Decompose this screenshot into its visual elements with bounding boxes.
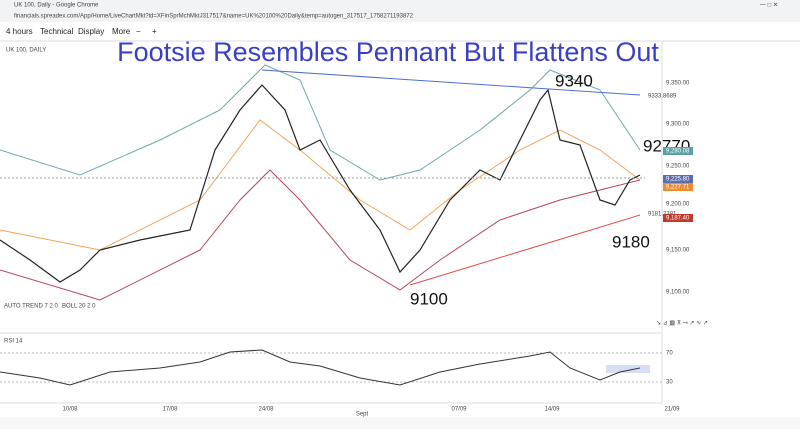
technical-menu[interactable]: Technical bbox=[40, 27, 74, 36]
annotation: 9100 bbox=[410, 289, 448, 308]
price-line bbox=[0, 84, 641, 283]
rsi-level-label: 70 bbox=[666, 351, 673, 357]
price-label: 9,227.71 bbox=[666, 185, 690, 191]
toolbar bbox=[0, 24, 800, 40]
url[interactable]: financials.spreadex.com/App/Home/LiveCha… bbox=[14, 14, 414, 20]
upper-band bbox=[0, 64, 641, 181]
price-chart bbox=[0, 64, 645, 301]
annotation: 9180 bbox=[612, 232, 650, 251]
date-label: 24/08 bbox=[258, 407, 274, 413]
date-label: 14/09 bbox=[544, 407, 560, 413]
display-menu[interactable]: Display bbox=[78, 27, 104, 36]
price-tag bbox=[663, 147, 693, 155]
date-label: 07/09 bbox=[451, 407, 467, 413]
indicator: AUTO TREND 7 2 0 bbox=[4, 304, 58, 310]
timeframe-menu[interactable]: 4 hours bbox=[6, 27, 33, 36]
middle-band bbox=[0, 119, 641, 251]
lower-band bbox=[0, 169, 641, 301]
axis-label: 9,300.00 bbox=[666, 122, 690, 128]
annotation: 9340 bbox=[555, 71, 593, 90]
more-menu[interactable]: More bbox=[112, 27, 131, 36]
rsi-line bbox=[0, 349, 641, 386]
axis-label: 9,250.00 bbox=[666, 164, 690, 170]
drawing-tools[interactable]: ↘ ⊿ ▦ ⊼ ⊸ ↗ ∿ ↗ bbox=[656, 320, 708, 327]
date-label: 10/08 bbox=[62, 407, 78, 413]
zoom-in[interactable]: + bbox=[152, 27, 157, 36]
rsi-level-label: 30 bbox=[666, 380, 673, 386]
browser-bar bbox=[0, 0, 800, 22]
price-label: 9,280.08 bbox=[666, 149, 690, 155]
window-controls[interactable]: — □ ✕ bbox=[760, 3, 778, 9]
support-line bbox=[409, 214, 641, 286]
rsi-label: RSI 14 bbox=[4, 339, 23, 345]
price-label: 9333.8689 bbox=[648, 94, 677, 100]
date-label: 17/08 bbox=[162, 407, 178, 413]
chart-label: UK 100, DAILY bbox=[6, 48, 46, 54]
window-title: UK 100, Daily - Google Chrome bbox=[14, 3, 99, 9]
event-strip bbox=[0, 417, 800, 429]
indicator: BOLL 20 2 0 bbox=[62, 304, 96, 310]
axis-label: 9,200.00 bbox=[666, 202, 690, 208]
axis-label: 9,150.00 bbox=[666, 248, 690, 254]
zoom-out[interactable]: − bbox=[136, 27, 141, 36]
date-label: 21/09 bbox=[664, 407, 680, 413]
price-label: 9181.2381 bbox=[648, 212, 677, 218]
date-label: Sept bbox=[356, 412, 369, 418]
price-label: 9,187.40 bbox=[666, 216, 690, 222]
price-tag bbox=[663, 214, 693, 222]
rsi-highlight bbox=[606, 365, 650, 373]
price-tag bbox=[663, 175, 693, 183]
axis-label: 9,350.00 bbox=[666, 81, 690, 87]
axis-label: 9,100.00 bbox=[666, 290, 690, 296]
price-label: 9,225.80 bbox=[666, 177, 690, 183]
headline: Footsie Resembles Pennant But Flattens O… bbox=[117, 37, 659, 67]
price-tag bbox=[663, 183, 693, 191]
resistance-line bbox=[261, 69, 641, 96]
